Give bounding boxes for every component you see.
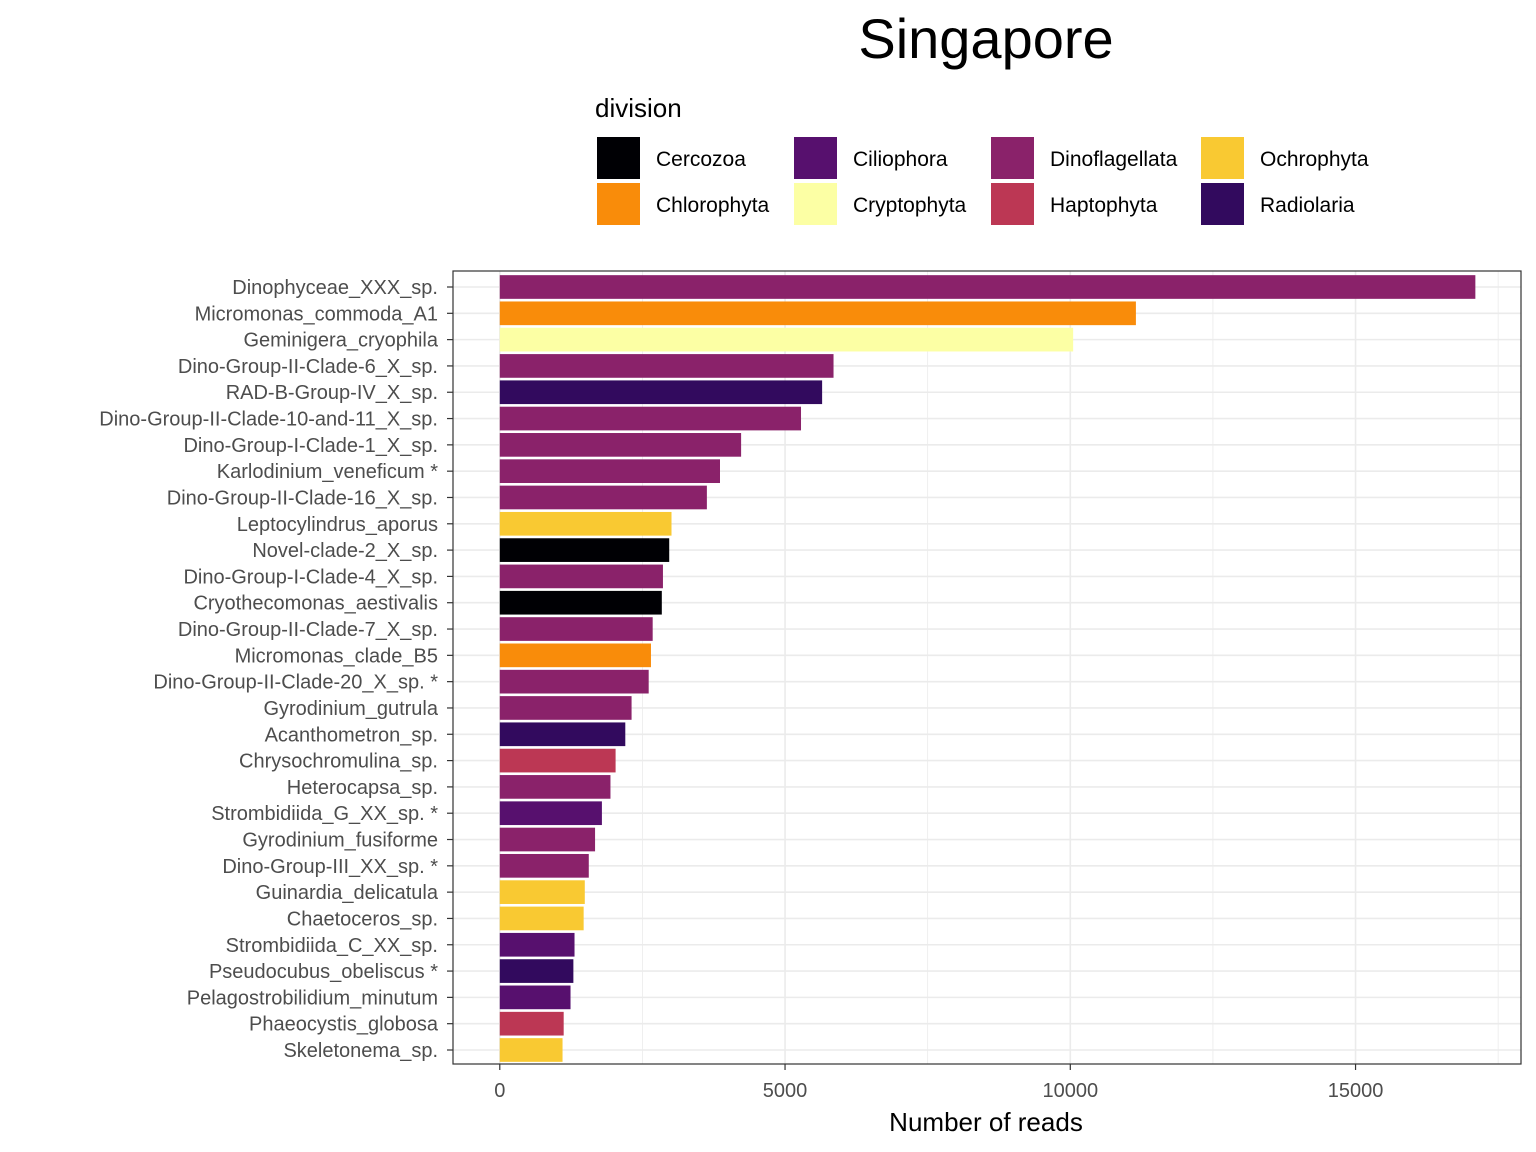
bar bbox=[499, 617, 653, 641]
legend-key bbox=[597, 137, 640, 179]
y-tick-label: Dinophyceae_XXX_sp. bbox=[232, 277, 438, 299]
bar bbox=[499, 801, 602, 826]
bar bbox=[499, 669, 649, 694]
legend-label: Ochrophyta bbox=[1260, 148, 1369, 171]
y-tick-label: Guinardia_delicatula bbox=[256, 882, 439, 904]
legend-key bbox=[991, 137, 1034, 179]
y-tick-label: Novel-clade-2_X_sp. bbox=[252, 540, 438, 562]
legend-key bbox=[1201, 183, 1244, 225]
legend-label: Dinoflagellata bbox=[1050, 148, 1178, 171]
legend-title: division bbox=[595, 93, 682, 123]
bar bbox=[499, 1038, 563, 1062]
y-tick-label: Karlodinium_veneficum * bbox=[217, 461, 438, 483]
y-tick-label: Dino-Group-I-Clade-4_X_sp. bbox=[183, 566, 438, 588]
bar bbox=[499, 853, 589, 878]
x-axis-title: Number of reads bbox=[889, 1107, 1083, 1137]
bar bbox=[499, 538, 670, 562]
legend-key bbox=[794, 137, 837, 179]
legend-key bbox=[991, 183, 1034, 225]
bar bbox=[499, 827, 596, 852]
legend-label: Radiolaria bbox=[1260, 194, 1355, 217]
bar bbox=[499, 643, 651, 668]
y-tick-label: Gyrodinium_gutrula bbox=[263, 698, 438, 720]
y-tick-label: Cryothecomonas_aestivalis bbox=[193, 593, 438, 615]
x-axis: 0 5000 10000 15000 bbox=[494, 1064, 1383, 1102]
bar bbox=[499, 590, 662, 615]
bar bbox=[499, 748, 616, 773]
bar bbox=[499, 564, 663, 589]
y-tick-label: Strombidiida_G_XX_sp. * bbox=[211, 803, 438, 825]
y-tick-label: Chrysochromulina_sp. bbox=[239, 751, 438, 773]
y-tick-label: Chaetoceros_sp. bbox=[287, 908, 438, 930]
bar bbox=[499, 354, 834, 378]
x-tick-label: 0 bbox=[494, 1080, 505, 1102]
bar bbox=[499, 406, 802, 431]
x-tick-label: 15000 bbox=[1328, 1080, 1384, 1102]
bar bbox=[499, 485, 707, 510]
y-tick-label: Geminigera_cryophila bbox=[243, 330, 438, 352]
x-tick-label: 10000 bbox=[1042, 1080, 1098, 1102]
y-tick-label: Dino-Group-III_XX_sp. * bbox=[222, 856, 438, 878]
y-tick-label: Micromonas_clade_B5 bbox=[235, 645, 438, 667]
bar bbox=[499, 722, 626, 747]
bar bbox=[499, 275, 1476, 299]
legend-label: Ciliophora bbox=[853, 148, 948, 171]
y-tick-label: Dino-Group-II-Clade-20_X_sp. * bbox=[153, 672, 438, 694]
chart-title: Singapore bbox=[858, 7, 1113, 70]
bar bbox=[499, 932, 575, 957]
plot-area bbox=[452, 270, 1522, 1065]
bar bbox=[499, 459, 720, 484]
legend-label: Haptophyta bbox=[1050, 194, 1158, 217]
y-tick-label: Dino-Group-II-Clade-6_X_sp. bbox=[178, 356, 438, 378]
bar bbox=[499, 985, 571, 1010]
y-tick-label: Pelagostrobilidium_minutum bbox=[187, 987, 438, 1009]
legend-label: Cryptophyta bbox=[853, 194, 967, 217]
bar bbox=[499, 433, 742, 457]
bar bbox=[499, 959, 574, 983]
bar bbox=[499, 1011, 564, 1036]
bar bbox=[499, 880, 585, 904]
y-tick-label: Dino-Group-I-Clade-1_X_sp. bbox=[183, 435, 438, 457]
y-tick-label: Acanthometron_sp. bbox=[265, 724, 438, 746]
bar bbox=[499, 301, 1136, 326]
y-axis: Dinophyceae_XXX_sp. Micromonas_commoda_A1… bbox=[99, 277, 453, 1062]
y-tick-label: Pseudocubus_obeliscus * bbox=[209, 961, 438, 983]
x-tick-label: 5000 bbox=[763, 1080, 808, 1102]
bar bbox=[499, 775, 611, 799]
y-tick-label: Dino-Group-II-Clade-10-and-11_X_sp. bbox=[99, 409, 438, 431]
y-tick-label: Skeletonema_sp. bbox=[283, 1040, 438, 1062]
bar bbox=[499, 696, 632, 720]
y-tick-label: Strombidiida_C_XX_sp. bbox=[226, 935, 438, 957]
legend-label: Cercozoa bbox=[656, 148, 746, 171]
bars bbox=[499, 275, 1476, 1062]
y-tick-label: Leptocylindrus_aporus bbox=[237, 514, 438, 536]
legend-key bbox=[794, 183, 837, 225]
y-tick-label: Gyrodinium_fusiforme bbox=[242, 830, 438, 852]
plot-border bbox=[452, 270, 1522, 1065]
legend-label: Chlorophyta bbox=[656, 194, 770, 217]
legend: division Cercozoa Chlorophyta Ciliophora Cr… bbox=[595, 93, 1369, 225]
legend-key bbox=[597, 183, 640, 225]
y-tick-label: Dino-Group-II-Clade-7_X_sp. bbox=[178, 619, 438, 641]
y-tick-label: Micromonas_commoda_A1 bbox=[195, 303, 438, 325]
y-tick-label: Dino-Group-II-Clade-16_X_sp. bbox=[167, 487, 438, 509]
y-tick-label: Phaeocystis_globosa bbox=[249, 1014, 439, 1036]
bar bbox=[499, 380, 823, 405]
y-tick-label: Heterocapsa_sp. bbox=[287, 777, 438, 799]
y-tick-label: RAD-B-Group-IV_X_sp. bbox=[226, 382, 438, 404]
bar bbox=[499, 906, 584, 931]
bar bbox=[499, 327, 1074, 352]
bar bbox=[499, 511, 672, 536]
legend-key bbox=[1201, 137, 1244, 179]
